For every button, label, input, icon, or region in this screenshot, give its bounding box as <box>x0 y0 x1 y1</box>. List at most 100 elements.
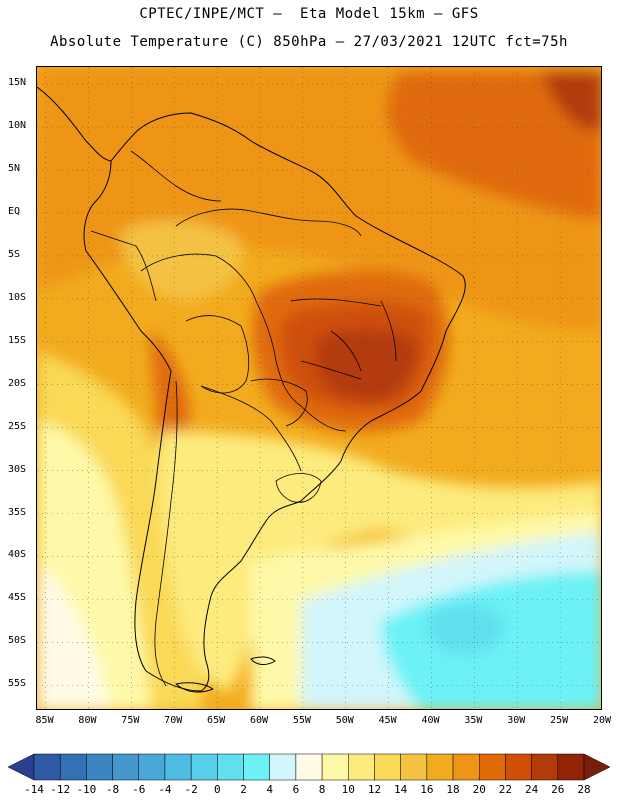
lat-tick-label: 15S <box>8 334 27 346</box>
internal-borders <box>90 150 397 687</box>
field-south-atlantic-coldest <box>426 603 506 655</box>
colorbar-tick-label: 16 <box>420 783 434 796</box>
colorbar-tick-label: 14 <box>394 783 408 796</box>
colorbar-tick-label: 0 <box>214 783 221 796</box>
lat-tick-label: 40S <box>8 549 27 561</box>
south-america-coast <box>83 112 466 692</box>
colorbar-swatch <box>426 753 454 781</box>
colorbar-high-triangle <box>583 753 611 781</box>
colorbar-swatch <box>374 753 401 781</box>
central-america-coast <box>37 86 138 162</box>
colorbar-swatch <box>531 753 559 781</box>
lat-tick-label: 20S <box>8 377 27 389</box>
colorbar-swatch <box>33 753 61 781</box>
lon-tick-label: 30W <box>507 715 526 726</box>
lon-tick-label: 55W <box>292 715 311 726</box>
colorbar <box>7 753 611 781</box>
colorbar-swatch <box>321 753 349 781</box>
lon-tick-label: 35W <box>464 715 483 726</box>
colorbar-tick-label: -6 <box>132 783 146 796</box>
lat-tick-label: 25S <box>8 420 27 432</box>
temperature-fields <box>37 67 601 709</box>
colorbar-tick-label: -10 <box>76 783 97 796</box>
lon-tick-label: 75W <box>121 715 140 726</box>
lat-tick-label: EQ <box>8 205 21 217</box>
falkland-islands <box>250 656 276 665</box>
colorbar-swatch <box>452 753 480 781</box>
colorbar-tick-label: 10 <box>341 783 355 796</box>
colorbar-tick-label: 22 <box>498 783 513 796</box>
colorbar-tick-label: 2 <box>240 783 247 796</box>
colorbar-low-triangle <box>7 753 35 781</box>
lon-tick-label: 70W <box>164 715 183 726</box>
colorbar-tick-label: -8 <box>105 783 120 796</box>
colorbar-swatch <box>86 753 113 781</box>
border-peru-ecuador <box>90 230 157 302</box>
colorbar-tick-label: -2 <box>184 783 198 796</box>
border-brazil-states <box>290 298 397 380</box>
lat-tick-label: 45S <box>8 592 27 604</box>
colorbar-swatch <box>295 753 323 781</box>
lon-tick-label: 20W <box>592 715 612 726</box>
colorbar-tick-label: 24 <box>524 783 539 796</box>
field-amazon-west <box>121 220 243 301</box>
lon-tick-label: 80W <box>78 715 97 726</box>
field-central-brazil-core <box>314 329 417 402</box>
coastlines <box>37 86 466 693</box>
border-bolivia <box>185 315 250 394</box>
colorbar-swatch <box>243 753 270 781</box>
colorbar-tick-label: -14 <box>24 783 44 796</box>
border-uruguay <box>275 473 322 503</box>
colorbar-swatch <box>217 753 244 781</box>
colorbar-tick-label: 6 <box>292 783 300 796</box>
border-brazil-west <box>140 253 347 432</box>
field-pacific-cold <box>37 561 111 709</box>
lon-tick-label: 85W <box>35 715 54 726</box>
lon-tick-label: 65W <box>207 715 226 726</box>
colorbar-swatch <box>164 753 192 781</box>
colorbar-swatch <box>505 753 532 781</box>
lat-tick-label: 30S <box>8 463 27 475</box>
lat-tick-label: 55S <box>8 678 27 690</box>
colorbar-tick-label: -12 <box>50 783 71 796</box>
border-brazil-north <box>175 208 362 237</box>
colorbar-swatch <box>400 753 428 781</box>
tierra-del-fuego <box>175 682 214 693</box>
border-paraguay <box>250 378 308 427</box>
chart-title-line2: Absolute Temperature (C) 850hPa – 27/03/… <box>50 34 568 50</box>
temperature-map <box>36 66 602 710</box>
chart-title-line1: CPTEC/INPE/MCT – Eta Model 15km – GFS <box>139 6 479 22</box>
lon-tick-label: 25W <box>550 715 569 726</box>
colorbar-tick-label: 4 <box>266 783 274 796</box>
colorbar-swatch <box>59 753 87 781</box>
border-argentina-chile <box>154 380 178 687</box>
lon-tick-label: 60W <box>249 715 268 726</box>
lat-tick-label: 5N <box>8 163 21 175</box>
field-atlantic-hot-north <box>541 71 601 131</box>
colorbar-swatch <box>557 753 585 781</box>
lat-tick-label: 35S <box>8 506 27 518</box>
colorbar-tick-label: 20 <box>472 783 486 796</box>
lon-tick-label: 40W <box>421 715 440 726</box>
border-argentina-north <box>200 385 302 472</box>
colorbar-swatch <box>269 753 297 781</box>
colorbar-tick-label: 12 <box>367 783 382 796</box>
colorbar-swatch <box>112 753 140 781</box>
lat-tick-label: 15N <box>8 77 27 89</box>
lat-tick-label: 10N <box>8 120 27 132</box>
field-atlantic-warm-north <box>387 71 601 221</box>
colorbar-swatch <box>138 753 166 781</box>
lat-tick-label: 5S <box>8 248 21 260</box>
colorbar-tick-label: 8 <box>318 783 326 796</box>
lat-tick-label: 50S <box>8 635 27 647</box>
lon-tick-label: 45W <box>378 715 397 726</box>
lat-tick-label: 10S <box>8 291 27 303</box>
colorbar-swatch <box>348 753 375 781</box>
colorbar-swatch <box>190 753 218 781</box>
colorbar-tick-label: -4 <box>158 783 172 796</box>
lon-tick-label: 50W <box>335 715 354 726</box>
colorbar-tick-label: 26 <box>551 783 565 796</box>
colorbar-swatch <box>478 753 506 781</box>
border-colombia-venezuela <box>130 150 222 202</box>
field-patagonia-mild <box>159 431 601 691</box>
